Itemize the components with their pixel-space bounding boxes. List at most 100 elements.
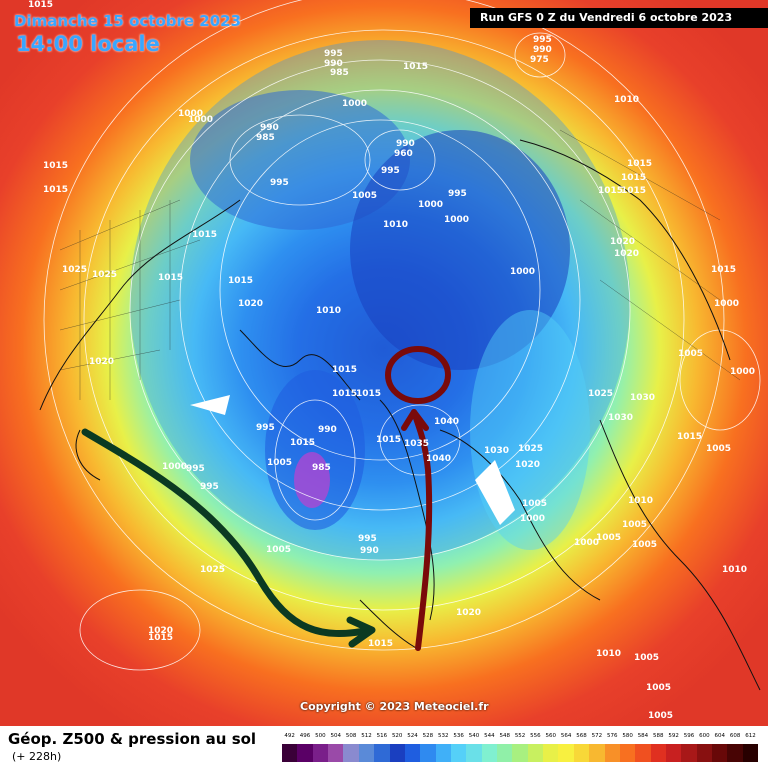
scale-label: 504 [330, 733, 342, 739]
pressure-label: 1025 [92, 270, 117, 280]
pressure-label: 1025 [518, 444, 543, 454]
pressure-label: 1015 [403, 62, 428, 72]
scale-cell [604, 744, 620, 762]
scale-label: 516 [376, 733, 388, 739]
scale-cell [727, 744, 743, 762]
flow-arrow-red [411, 409, 433, 651]
pressure-label: 1015 [627, 159, 652, 169]
pressure-label: 1005 [596, 533, 621, 543]
pressure-label: 960 [394, 149, 413, 159]
scale-cell [328, 744, 344, 762]
pressure-label: 985 [312, 463, 331, 473]
pressure-label: 1030 [484, 446, 509, 456]
pressure-label: 990 [396, 139, 415, 149]
scale-cell [589, 744, 605, 762]
pressure-label: 1010 [628, 496, 653, 506]
pressure-label: 1000 [574, 538, 599, 548]
pressure-label: 1015 [332, 389, 357, 399]
pressure-label: 1015 [28, 0, 53, 10]
pressure-label: 1000 [714, 299, 739, 309]
scale-label: 492 [284, 733, 295, 739]
pressure-label: 1015 [368, 639, 393, 649]
scale-label: 508 [345, 733, 357, 739]
pressure-label: 1030 [630, 393, 655, 403]
scale-cell [312, 744, 329, 762]
pressure-label: 1015 [376, 435, 401, 445]
pressure-label: 975 [530, 55, 549, 65]
pressure-label: 1030 [608, 413, 633, 423]
pressure-label: 1040 [434, 417, 459, 427]
scale-cell [681, 744, 697, 762]
scale-cell [481, 744, 498, 762]
pressure-label: 990 [260, 123, 279, 133]
color-scale [282, 744, 759, 762]
pressure-label: 1025 [62, 265, 87, 275]
pressure-label: 1000 [730, 367, 755, 377]
pressure-label: 1020 [456, 608, 481, 618]
scale-cell [343, 744, 359, 762]
scale-label: 552 [514, 733, 526, 739]
pressure-label: 1025 [588, 389, 613, 399]
pressure-label: 1015 [43, 161, 68, 171]
scale-cell [358, 744, 375, 762]
pressure-label: 1020 [515, 460, 540, 470]
scale-cell [742, 744, 759, 762]
pressure-label: 1000 [510, 267, 535, 277]
scale-cell [389, 744, 405, 762]
scale-cell [543, 744, 559, 762]
pressure-label: 1015 [356, 389, 381, 399]
scale-cell [466, 744, 482, 762]
scale-label: 540 [468, 733, 480, 739]
pressure-label: 990 [324, 59, 343, 69]
highlight-circle [385, 346, 451, 404]
pressure-label: 995 [270, 178, 289, 188]
pressure-label: 1020 [614, 249, 639, 259]
scale-cell [527, 744, 544, 762]
pressure-label: 1005 [706, 444, 731, 454]
scale-cell [619, 744, 636, 762]
flow-arrow-green-head [346, 616, 376, 648]
pressure-label: 1015 [192, 230, 217, 240]
pressure-label: 1025 [200, 565, 225, 575]
pressure-label: 1015 [677, 432, 702, 442]
pressure-label: 1015 [158, 273, 183, 283]
flow-arrow-red-head [401, 409, 429, 431]
scale-label: 524 [407, 733, 418, 739]
pressure-label: 1010 [722, 565, 747, 575]
z500-pressure-map: 1015995990985101599599097510101000100010… [0, 0, 768, 726]
pressure-label: 1000 [178, 109, 203, 119]
scale-label: 520 [391, 733, 403, 739]
pressure-label: 990 [360, 546, 379, 556]
scale-label: 548 [499, 733, 510, 739]
pressure-label: 995 [381, 166, 400, 176]
scale-label: 612 [745, 733, 756, 739]
scale-label: 600 [699, 733, 710, 739]
pressure-label: 1005 [646, 683, 671, 693]
pressure-label: 1000 [444, 215, 469, 225]
scale-label: 592 [668, 733, 679, 739]
scale-cell [665, 744, 682, 762]
scale-label: 608 [729, 733, 741, 739]
scale-cell [420, 744, 436, 762]
run-label: Run GFS 0 Z du Vendredi 6 octobre 2023 [480, 11, 733, 24]
pressure-label: 995 [358, 534, 377, 544]
pressure-label: 995 [256, 423, 275, 433]
pressure-label: 1005 [622, 520, 647, 530]
scale-label: 512 [361, 733, 372, 739]
pressure-label: 1010 [383, 220, 408, 230]
pressure-label: 1000 [342, 99, 367, 109]
scale-cell [435, 744, 451, 762]
surface-snow-1 [190, 395, 230, 415]
pressure-label: 995 [448, 189, 467, 199]
scale-label: 496 [299, 733, 311, 739]
low-center-atlantic [265, 370, 365, 530]
pressure-label: 1005 [632, 540, 657, 550]
pressure-label: 1015 [621, 186, 646, 196]
copyright-label: Copyright © 2023 Meteociel.fr [300, 700, 489, 713]
pressure-label: 1015 [711, 265, 736, 275]
boundaries [59, 129, 741, 400]
pressure-label: 995 [186, 464, 205, 474]
pressure-label: 1020 [610, 237, 635, 247]
scale-labels: 492 496 500 504 508 512 516 520 524 528 532 536 540 5… [282, 733, 758, 739]
pressure-label: 1005 [634, 653, 659, 663]
